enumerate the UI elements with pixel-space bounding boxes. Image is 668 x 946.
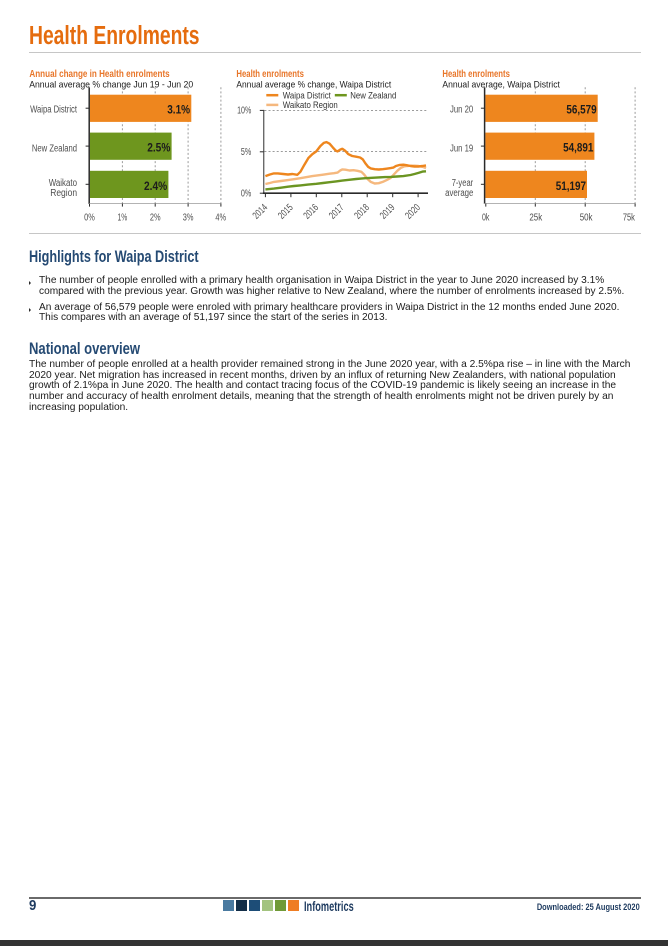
svg-text:2016: 2016 — [302, 202, 322, 222]
svg-text:3.1%: 3.1% — [167, 103, 190, 117]
svg-text:Annual average % change, Waipa: Annual average % change, Waipa District — [236, 80, 391, 90]
svg-text:2.4%: 2.4% — [144, 179, 167, 193]
svg-text:75k: 75k — [623, 213, 636, 224]
svg-text:2.5%: 2.5% — [147, 141, 170, 155]
svg-text:0k: 0k — [482, 213, 490, 224]
svg-text:54,891: 54,891 — [563, 141, 593, 155]
svg-text:1%: 1% — [118, 213, 128, 224]
svg-text:Waikato: Waikato — [49, 178, 78, 189]
svg-text:7-year: 7-year — [452, 178, 474, 189]
svg-text:Annual average % change Jun 19: Annual average % change Jun 19 - Jun 20 — [29, 80, 193, 90]
svg-text:2020: 2020 — [404, 202, 424, 222]
svg-text:0%: 0% — [241, 189, 251, 200]
svg-text:2019: 2019 — [378, 202, 398, 222]
svg-text:Waipa District: Waipa District — [30, 105, 77, 116]
svg-text:2015: 2015 — [276, 202, 296, 222]
svg-text:51,197: 51,197 — [556, 179, 586, 193]
svg-text:25k: 25k — [529, 213, 543, 224]
svg-text:5%: 5% — [241, 147, 251, 158]
svg-text:Annual average, Waipa District: Annual average, Waipa District — [442, 80, 560, 90]
svg-text:2014: 2014 — [251, 202, 271, 222]
svg-text:4%: 4% — [215, 213, 226, 224]
svg-text:10%: 10% — [237, 106, 251, 117]
svg-text:2%: 2% — [150, 213, 161, 224]
svg-text:Health enrolments: Health enrolments — [442, 69, 510, 80]
svg-text:Annual change in Health enrolm: Annual change in Health enrolments — [29, 69, 170, 80]
svg-text:56,579: 56,579 — [566, 103, 596, 117]
svg-text:Jun 20: Jun 20 — [450, 105, 474, 116]
svg-text:0%: 0% — [84, 213, 95, 224]
svg-text:Waipa District: Waipa District — [283, 90, 331, 100]
svg-text:3%: 3% — [183, 213, 194, 224]
svg-text:Jun 19: Jun 19 — [450, 143, 474, 154]
svg-text:Region: Region — [50, 188, 77, 199]
svg-text:2018: 2018 — [353, 202, 373, 222]
svg-text:2017: 2017 — [327, 202, 347, 222]
svg-text:50k: 50k — [580, 213, 594, 224]
svg-text:Health enrolments: Health enrolments — [236, 69, 304, 80]
svg-text:New Zealand: New Zealand — [32, 143, 77, 154]
svg-text:New Zealand: New Zealand — [350, 90, 396, 100]
svg-text:average: average — [445, 188, 474, 199]
svg-text:Waikato Region: Waikato Region — [283, 100, 338, 110]
